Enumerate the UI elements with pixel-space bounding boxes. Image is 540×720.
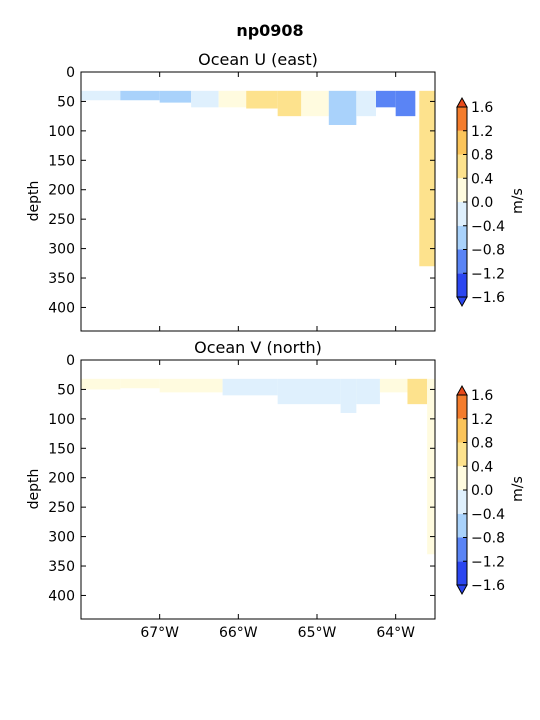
u-colorbar-swatch-1 (457, 249, 467, 274)
v-y-tick-label-150: 150 (48, 441, 75, 457)
v-colorbar-swatch-7 (457, 395, 467, 419)
v-plot-area: 0 50 100 150 200 250 300 350 400 67°W 66°W 65°W 64°W (48, 353, 436, 641)
v-x-tick-label-2: 65°W (298, 625, 337, 641)
u-colorbar-swatch-7 (457, 107, 467, 131)
v-colorbar-tick-label-8: −1.6 (471, 578, 505, 594)
v-contour-cell-9 (427, 378, 435, 555)
v-plot-frame (80, 359, 436, 620)
u-colorbar-tick-label-0: 1.6 (471, 100, 493, 116)
u-colorbar-label: m/s (510, 188, 526, 214)
v-colorbar-tick-label-7: −1.2 (471, 554, 505, 570)
u-colorbar-tick-label-4: 0.0 (471, 195, 493, 211)
v-y-tick-label-100: 100 (48, 412, 75, 428)
v-y-tick-label-400: 400 (48, 588, 75, 604)
v-contour-cell-5 (340, 378, 357, 413)
v-colorbar-tick-label-4: 0.0 (471, 483, 493, 499)
u-contour-cell-2 (159, 90, 192, 103)
u-contour-cell-0 (81, 90, 121, 101)
v-colorbar-tick-label-0: 1.6 (471, 388, 493, 404)
u-panel-title: Ocean U (east) (198, 50, 318, 69)
v-colorbar-swatch-0 (457, 561, 467, 585)
v-x-tick-label-3: 64°W (376, 625, 415, 641)
v-x-tick-label-0: 67°W (140, 625, 179, 641)
v-contour-cell-4 (277, 378, 341, 405)
u-plot-background (81, 72, 435, 331)
v-colorbar-label: m/s (510, 476, 526, 502)
v-y-tick-label-350: 350 (48, 559, 75, 575)
v-contour-cell-6 (356, 378, 380, 405)
v-colorbar: 1.6 1.2 0.8 0.4 0.0 −0.4 −0.8 −1.2 −1.6 (456, 384, 505, 596)
v-colorbar-tick-label-5: −0.4 (471, 507, 505, 523)
u-y-tick-label-400: 400 (48, 300, 75, 316)
v-contour-cell-2 (159, 378, 223, 393)
v-contour-cell-1 (120, 378, 160, 389)
u-colorbar-extend-max (456, 96, 468, 108)
v-colorbar-extend-min (456, 584, 468, 596)
v-colorbar-swatch-6 (457, 418, 467, 443)
u-contour-cell-9 (356, 90, 376, 117)
u-colorbar-swatch-6 (457, 130, 467, 155)
u-y-tick-label-100: 100 (48, 124, 75, 140)
v-contour-cell-8 (407, 378, 428, 405)
u-colorbar-swatch-4 (457, 178, 467, 202)
v-y-tick-label-0: 0 (66, 353, 75, 369)
u-contour-cell-8 (328, 90, 357, 125)
u-y-tick-label-250: 250 (48, 212, 75, 228)
u-colorbar: 1.6 1.2 0.8 0.4 0.0 −0.4 −0.8 −1.2 −1.6 (456, 96, 505, 308)
v-y-tick-label-50: 50 (57, 382, 75, 398)
v-x-tick-label-1: 66°W (219, 625, 258, 641)
v-colorbar-swatch-3 (457, 490, 467, 514)
u-contour-cell-3 (191, 90, 219, 108)
v-contour-cell-7 (379, 378, 408, 393)
u-colorbar-swatch-5 (457, 154, 467, 179)
v-colorbar-tick-label-6: −0.8 (471, 531, 505, 547)
u-colorbar-swatch-2 (457, 225, 467, 250)
u-contour-cell-5 (246, 90, 278, 109)
u-colorbar-tick-label-1: 1.2 (471, 124, 493, 140)
u-colorbar-swatch-3 (457, 202, 467, 226)
u-contour-cell-1 (120, 90, 160, 101)
u-y-tick-label-150: 150 (48, 153, 75, 169)
u-contour-cell-11 (395, 90, 416, 117)
u-colorbar-tick-label-8: −1.6 (471, 290, 505, 306)
u-colorbar-tick-label-3: 0.4 (471, 171, 493, 187)
u-plot-frame (80, 71, 436, 332)
v-y-tick-label-300: 300 (48, 530, 75, 546)
u-plot-area: 0 50 100 150 200 250 300 350 400 (48, 65, 436, 332)
v-colorbar-tick-label-3: 0.4 (471, 459, 493, 475)
suptitle: np0908 (236, 21, 303, 40)
v-plot-background (81, 360, 435, 619)
v-colorbar-tick-label-2: 0.8 (471, 436, 493, 452)
u-y-tick-label-350: 350 (48, 271, 75, 287)
u-contour-cell-4 (218, 90, 247, 108)
v-colorbar-swatch-4 (457, 466, 467, 490)
u-colorbar-extend-min (456, 296, 468, 308)
u-contour-cell-10 (376, 90, 396, 108)
u-colorbar-tick-label-5: −0.4 (471, 219, 505, 235)
v-panel-title: Ocean V (north) (194, 338, 322, 357)
v-colorbar-swatch-2 (457, 513, 467, 538)
u-y-axis-label: depth (26, 181, 42, 222)
v-y-axis-label: depth (26, 469, 42, 510)
v-colorbar-swatch-1 (457, 537, 467, 562)
u-contour-cell-12 (419, 90, 435, 267)
u-contour-cell-7 (301, 90, 329, 117)
u-colorbar-swatch-0 (457, 273, 467, 297)
u-colorbar-tick-label-7: −1.2 (471, 266, 505, 282)
u-contour-cell-6 (277, 90, 302, 117)
u-colorbar-tick-label-2: 0.8 (471, 148, 493, 164)
v-colorbar-swatch-5 (457, 442, 467, 467)
u-y-tick-label-300: 300 (48, 242, 75, 258)
u-colorbar-tick-label-6: −0.8 (471, 243, 505, 259)
u-y-tick-label-200: 200 (48, 183, 75, 199)
v-contour-cell-0 (81, 378, 121, 390)
u-y-tick-label-0: 0 (66, 65, 75, 81)
v-y-tick-label-200: 200 (48, 471, 75, 487)
u-y-tick-label-50: 50 (57, 94, 75, 110)
v-contour-cell-3 (222, 378, 278, 396)
v-colorbar-extend-max (456, 384, 468, 396)
v-y-tick-label-250: 250 (48, 500, 75, 516)
v-colorbar-tick-label-1: 1.2 (471, 412, 493, 428)
